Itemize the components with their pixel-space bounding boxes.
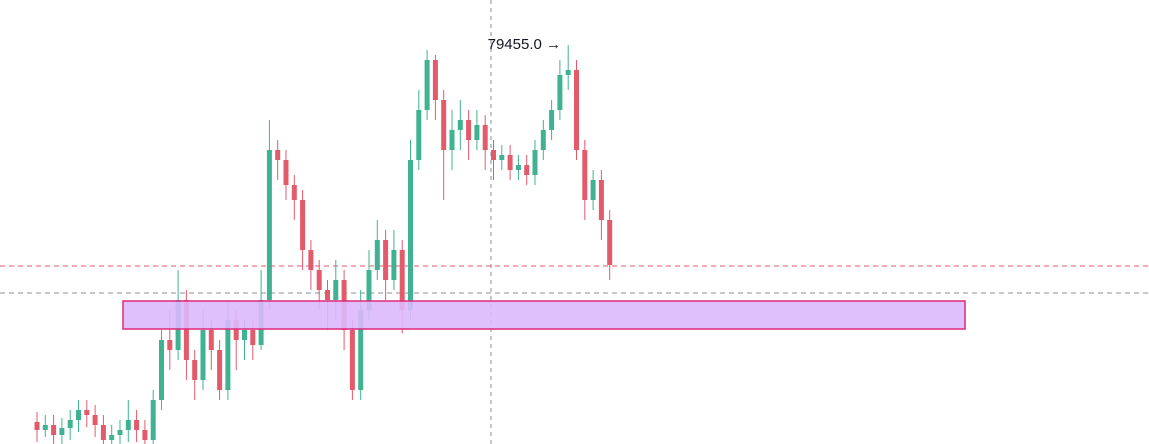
candle-body xyxy=(134,420,140,430)
candle-body xyxy=(183,300,189,360)
candle-body xyxy=(159,340,164,400)
candle-body xyxy=(582,150,588,200)
candle-body xyxy=(383,240,389,280)
candle-body xyxy=(125,420,131,430)
candle-body xyxy=(449,130,455,150)
candle-body xyxy=(549,110,555,130)
candle-body xyxy=(34,422,40,430)
candle-body xyxy=(466,120,472,140)
candle-body xyxy=(524,165,530,175)
candle-body xyxy=(507,155,513,170)
candle-body xyxy=(366,270,372,310)
candle-body xyxy=(598,180,604,220)
candle-body xyxy=(316,270,322,290)
candle-body xyxy=(266,150,272,300)
candle-body xyxy=(540,130,546,150)
candle-body xyxy=(76,410,81,420)
candle-body xyxy=(349,330,355,390)
candle-body xyxy=(515,165,521,170)
candle-body xyxy=(491,150,496,160)
candle-body xyxy=(565,70,571,75)
candle-body xyxy=(424,60,430,110)
candle-body xyxy=(150,400,156,440)
candle-body xyxy=(233,320,239,340)
candle-body xyxy=(399,250,405,310)
candle-body xyxy=(374,240,380,270)
candle-body xyxy=(59,428,65,435)
candle-body xyxy=(408,160,413,310)
candle-body xyxy=(109,435,115,440)
candle-body xyxy=(200,330,206,380)
candle-body xyxy=(217,350,223,390)
candle-body xyxy=(391,250,397,280)
candle-body xyxy=(590,180,596,200)
zone xyxy=(122,300,966,330)
candle-body xyxy=(117,430,123,435)
high-annotation: 79455.0 → xyxy=(488,36,561,53)
candle-body xyxy=(474,125,480,140)
candle-body xyxy=(142,430,148,440)
candle-body xyxy=(192,360,198,380)
candle-body xyxy=(300,200,306,250)
candle-body xyxy=(532,150,538,175)
candle-body xyxy=(92,415,98,425)
candle-body xyxy=(208,330,214,350)
candle-body xyxy=(51,425,57,435)
candle-body xyxy=(358,310,364,390)
candle-body xyxy=(457,120,463,130)
candle-body xyxy=(225,320,231,390)
candle-body xyxy=(242,330,247,340)
candle-body xyxy=(100,425,106,440)
candle-body xyxy=(432,60,438,100)
candle-body xyxy=(574,70,579,150)
candle-body xyxy=(308,250,314,270)
candle-body xyxy=(482,125,488,150)
candle-body xyxy=(441,100,447,150)
candle-body xyxy=(167,340,173,350)
candle-body xyxy=(416,110,422,160)
candle-body xyxy=(325,290,330,300)
candle-body xyxy=(499,155,505,160)
candle-body xyxy=(333,280,339,300)
candle-body xyxy=(557,75,563,110)
candle-body xyxy=(84,410,90,415)
candle-body xyxy=(275,150,281,160)
candle-body xyxy=(42,425,48,430)
candle-body xyxy=(67,420,73,428)
candle-body xyxy=(250,330,256,345)
candle-body xyxy=(291,185,297,200)
candle-body xyxy=(283,160,289,185)
candle-body xyxy=(607,220,613,265)
